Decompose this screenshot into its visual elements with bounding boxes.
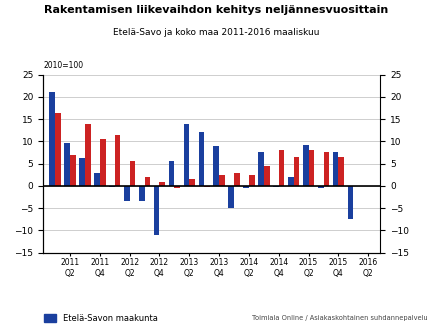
- Bar: [318, 186, 324, 188]
- Bar: [115, 135, 121, 186]
- Bar: [234, 172, 240, 186]
- Bar: [219, 175, 225, 186]
- Bar: [338, 157, 344, 186]
- Bar: [308, 150, 314, 186]
- Bar: [348, 186, 353, 219]
- Bar: [169, 161, 175, 186]
- Bar: [199, 133, 204, 186]
- Bar: [189, 179, 195, 186]
- Bar: [243, 186, 249, 188]
- Bar: [264, 166, 270, 186]
- Bar: [100, 139, 105, 186]
- Bar: [55, 113, 61, 186]
- Bar: [109, 186, 115, 187]
- Bar: [273, 186, 279, 187]
- Bar: [139, 186, 145, 202]
- Bar: [145, 177, 150, 186]
- Bar: [324, 153, 329, 186]
- Bar: [204, 186, 210, 187]
- Bar: [70, 155, 76, 186]
- Bar: [154, 186, 159, 235]
- Bar: [130, 161, 135, 186]
- Bar: [249, 175, 254, 186]
- Bar: [64, 143, 70, 186]
- Bar: [124, 186, 130, 202]
- Bar: [229, 186, 234, 208]
- Bar: [159, 182, 165, 186]
- Bar: [279, 150, 284, 186]
- Bar: [303, 145, 308, 186]
- Bar: [79, 158, 85, 186]
- Text: Toimiala Online / Asiakaskohtainen suhdannepalvelu: Toimiala Online / Asiakaskohtainen suhda…: [252, 315, 428, 321]
- Bar: [258, 153, 264, 186]
- Text: Etelä-Savo ja koko maa 2011-2016 maaliskuu: Etelä-Savo ja koko maa 2011-2016 maalisk…: [113, 28, 319, 37]
- Text: 2010=100: 2010=100: [43, 61, 83, 70]
- Legend: Etelä-Savon maakunta, Koko maa: Etelä-Savon maakunta, Koko maa: [44, 314, 158, 324]
- Bar: [175, 186, 180, 188]
- Bar: [294, 157, 299, 186]
- Bar: [333, 153, 338, 186]
- Bar: [49, 92, 55, 186]
- Bar: [288, 177, 294, 186]
- Bar: [184, 123, 189, 186]
- Bar: [213, 146, 219, 186]
- Bar: [85, 123, 91, 186]
- Bar: [94, 172, 100, 186]
- Text: Rakentamisen liikevaihdon kehitys neljännesvuosittain: Rakentamisen liikevaihdon kehitys neljän…: [44, 5, 388, 15]
